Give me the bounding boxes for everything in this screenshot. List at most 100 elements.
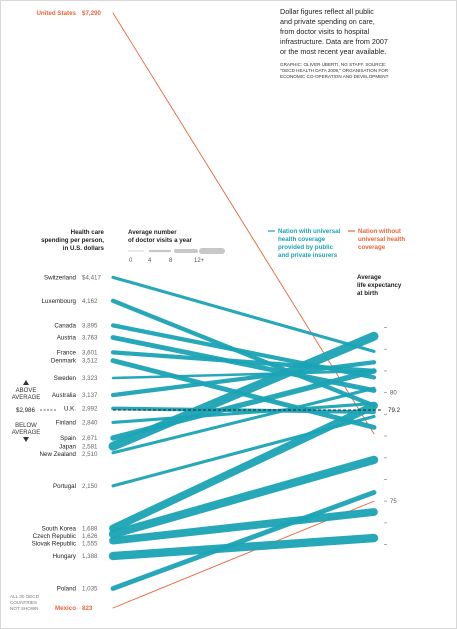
spending-value-austria: 3,763 xyxy=(82,335,98,342)
slope-line-hungary xyxy=(108,533,379,561)
country-label-sweden: Sweden xyxy=(54,375,77,382)
note-line-1: Dollar figures reflect all public xyxy=(280,7,374,16)
note-line-5: or the most recent year available. xyxy=(280,47,386,56)
spending-value-portugal: 2,150 xyxy=(82,483,98,490)
country-label-mexico: Mexico xyxy=(55,605,76,612)
slope-line-japan xyxy=(108,331,379,451)
country-labels: United States $7,290 Switzerland $4,417 Luxe… xyxy=(32,10,102,612)
spending-value-france: 3,601 xyxy=(82,349,98,356)
footnote: ALL 30 OECD COUNTRIES NOT SHOWN xyxy=(10,594,40,611)
visits-scale-8: 8 xyxy=(169,258,173,264)
below-average-line-1: BELOW xyxy=(15,423,37,429)
spending-value-sweden: 3,323 xyxy=(82,375,98,382)
country-label-new-zealand: New Zealand xyxy=(40,451,77,458)
spending-header: Health care spending per person, in U.S.… xyxy=(41,229,104,252)
above-average-line-2: AVERAGE xyxy=(12,395,41,401)
visits-header-line-2: of doctor visits a year xyxy=(128,237,193,244)
spending-value-mexico: 823 xyxy=(82,605,93,612)
legend-universal-line-1: Nation with universal xyxy=(278,228,341,235)
spending-header-line-1: Health care xyxy=(71,229,105,236)
above-average-line-1: ABOVE xyxy=(16,388,37,394)
country-label-u-k: U.K. xyxy=(64,405,76,412)
credit-line-2: "OECD HEALTH DATA 2009," ORGANISATION FO… xyxy=(280,68,389,73)
spending-value-canada: 3,895 xyxy=(82,322,98,329)
country-label-canada: Canada xyxy=(54,322,76,329)
slope-line-sweden xyxy=(111,369,376,380)
spending-value-hungary: 1,388 xyxy=(82,553,98,560)
country-label-poland: Poland xyxy=(57,585,77,592)
spending-value-japan: 2,581 xyxy=(82,443,98,450)
spending-value-slovak-republic: 1,555 xyxy=(82,540,98,547)
spending-value-poland: 1,035 xyxy=(82,585,98,592)
country-label-france: France xyxy=(57,349,77,356)
country-label-japan: Japan xyxy=(59,443,76,450)
life-header-line-2: life expectancy xyxy=(357,282,402,289)
life-tick-label-75: 75 xyxy=(390,499,397,505)
note-line-2: and private spending on care, xyxy=(280,17,375,26)
spending-value-new-zealand: 2,510 xyxy=(82,451,98,458)
spending-value-finland: 2,840 xyxy=(82,419,98,426)
country-label-united-states: United States xyxy=(36,10,76,17)
slope-line-new-zealand xyxy=(111,386,376,455)
country-label-finland: Finland xyxy=(56,419,77,426)
credit: GRAPHIC: OLIVER UBERTI, NG STAFF. SOURCE… xyxy=(280,62,389,79)
slope-line-czech-republic xyxy=(108,455,379,539)
coverage-legend: Nation with universal health coverage pr… xyxy=(268,228,405,259)
country-label-south-korea: South Korea xyxy=(42,525,77,532)
country-label-spain: Spain xyxy=(60,435,76,442)
spending-value-united-states: $7,290 xyxy=(82,10,101,17)
country-label-austria: Austria xyxy=(57,335,77,342)
visits-legend: Average number of doctor visits a year 0… xyxy=(127,229,225,264)
country-label-denmark: Denmark xyxy=(51,358,77,365)
spending-value-spain: 2,671 xyxy=(82,435,98,442)
country-label-slovak-republic: Slovak Republic xyxy=(32,540,76,547)
note-line-3: from doctor visits to hospital xyxy=(280,27,369,36)
legend-universal-line-4: and private insurers xyxy=(278,252,338,259)
credit-line-3: ECONOMIC CO-OPERATION AND DEVELOPMENT xyxy=(280,74,389,79)
spending-header-line-2: spending per person, xyxy=(41,237,104,244)
country-label-portugal: Portugal xyxy=(53,483,76,490)
spending-value-switzerland: $4,417 xyxy=(82,274,101,281)
slope-line-united-states xyxy=(112,12,375,435)
credit-line-1: GRAPHIC: OLIVER UBERTI, NG STAFF. SOURCE… xyxy=(280,62,386,67)
note: Dollar figures reflect all public and pr… xyxy=(280,7,388,56)
spending-value-denmark: 3,512 xyxy=(82,358,98,365)
footnote-line-3: NOT SHOWN xyxy=(10,606,39,611)
average-spending: $2,986 xyxy=(16,407,35,414)
life-header-line-1: Average xyxy=(357,274,382,281)
life-tick-label-80: 80 xyxy=(390,391,397,397)
legend-non-universal-line-1: Nation without xyxy=(358,228,401,235)
country-label-switzerland: Switzerland xyxy=(44,274,77,281)
slope-line-south-korea xyxy=(109,401,378,533)
legend-universal-line-2: health coverage xyxy=(278,236,326,243)
legend-universal-line-3: provided by public xyxy=(278,244,334,251)
note-line-4: infrastructure. Data are from 2007 xyxy=(280,37,388,46)
visits-scale-0: 0 xyxy=(129,258,133,264)
life-expectancy-header: Average life expectancy at birth xyxy=(357,274,402,297)
spending-value-luxembourg: 4,162 xyxy=(82,298,98,305)
slope-line-finland xyxy=(111,401,376,424)
footnote-line-1: ALL 30 OECD xyxy=(10,594,40,599)
average-marker: ABOVE AVERAGE $2,986 BELOW AVERAGE 79.2 xyxy=(12,380,401,442)
slope-line-slovak-republic xyxy=(109,508,378,545)
country-label-hungary: Hungary xyxy=(53,553,77,560)
right-axis: 75 80 xyxy=(384,327,397,545)
legend-non-universal-line-3: coverage xyxy=(358,244,386,251)
slope-line-switzerland xyxy=(111,275,376,353)
visits-scale-12: 12+ xyxy=(194,258,205,264)
slope-lines xyxy=(108,12,379,609)
country-label-australia: Australia xyxy=(52,392,77,399)
average-life-expectancy: 79.2 xyxy=(388,407,401,414)
visits-header-line-1: Average number xyxy=(128,229,177,236)
spending-value-u-k: 2,992 xyxy=(82,405,98,412)
spending-value-czech-republic: 1,626 xyxy=(82,533,98,540)
country-label-luxembourg: Luxembourg xyxy=(42,298,77,305)
country-label-czech-republic: Czech Republic xyxy=(33,533,76,540)
above-arrow-icon xyxy=(23,380,29,385)
spending-value-south-korea: 1,688 xyxy=(82,525,98,532)
slope-line-australia xyxy=(110,360,377,398)
life-header-line-3: at birth xyxy=(357,290,378,297)
legend-non-universal-line-2: universal health xyxy=(358,236,405,243)
